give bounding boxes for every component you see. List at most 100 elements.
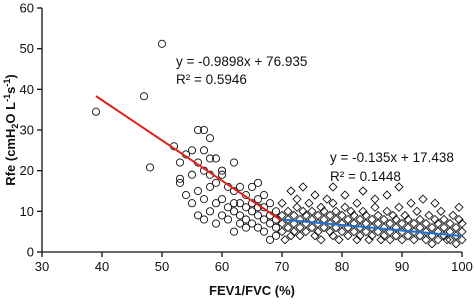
diamond-point	[319, 206, 329, 216]
y-title-part: )	[3, 74, 18, 78]
diamond-point	[307, 206, 317, 216]
diamond-point	[301, 227, 311, 237]
diamond-point	[424, 210, 434, 221]
x-tick-label: 70	[275, 259, 289, 274]
diamond-point	[394, 182, 404, 192]
diamond-point	[415, 231, 425, 241]
circle-point	[217, 195, 227, 204]
diamond-point	[370, 202, 380, 212]
fit-line	[281, 218, 463, 237]
circle-point	[187, 170, 197, 179]
circle-point	[271, 231, 281, 240]
circle-point	[211, 219, 221, 228]
diamond-point	[319, 222, 329, 233]
circle-point	[247, 182, 257, 191]
diamond-point	[382, 206, 392, 216]
diamond-point	[418, 194, 428, 204]
diamond-point	[433, 218, 443, 229]
diamond-point	[316, 202, 326, 212]
diamond-point	[304, 198, 314, 208]
diamond-point	[289, 227, 299, 237]
diamond-point	[451, 222, 461, 233]
circle-point	[187, 146, 197, 155]
diamond-point	[421, 235, 431, 245]
diamond-point	[331, 222, 341, 233]
fit-line	[95, 95, 283, 222]
diamond-point	[334, 235, 344, 245]
diamond-point	[355, 214, 365, 225]
y-title-sub: 2	[10, 124, 20, 129]
circle-point	[259, 191, 269, 200]
circle-point	[175, 174, 185, 183]
diamond-point	[439, 214, 449, 225]
diamond-point	[448, 210, 458, 221]
diamond-point	[286, 186, 296, 196]
diamond-point	[391, 214, 401, 225]
diamond-point	[340, 202, 350, 212]
circle-point	[211, 199, 221, 208]
diamond-point	[439, 222, 449, 233]
x-axis-title: FEV1/FVC (%)	[209, 283, 295, 298]
circle-point	[217, 211, 227, 220]
diamond-point	[367, 214, 377, 225]
circle-point	[205, 182, 215, 191]
diamond-point	[361, 227, 371, 237]
diamond-point	[382, 190, 392, 200]
circle-point	[199, 146, 209, 155]
diamond-point	[442, 235, 452, 245]
circle-point	[235, 199, 245, 208]
y-tick-label: 10	[20, 204, 34, 219]
annotation: R² = 0.1448	[330, 169, 401, 184]
diamond-point	[403, 231, 413, 241]
diamond-point	[385, 218, 395, 229]
circle-point	[145, 163, 155, 172]
diamond-point	[379, 214, 389, 225]
diamond-point	[358, 206, 368, 216]
diamond-point	[328, 231, 338, 241]
diamond-point	[397, 235, 407, 245]
x-tick-label: 30	[35, 259, 49, 274]
diamond-point	[328, 182, 338, 192]
circle-point	[265, 219, 275, 228]
circle-point	[253, 195, 263, 204]
circle-point	[253, 211, 263, 220]
diamond-point	[298, 182, 308, 192]
x-tick-label: 50	[155, 259, 169, 274]
diamond-point	[280, 235, 290, 245]
diamond-point	[409, 235, 419, 245]
x-tick-label: 40	[95, 259, 109, 274]
circle-point	[193, 211, 203, 220]
circle-point	[187, 199, 197, 208]
circle-point	[175, 178, 185, 187]
diamond-point	[358, 186, 368, 196]
y-tick-label: 20	[20, 163, 34, 178]
diamond-point	[343, 231, 353, 241]
circle-point	[229, 227, 239, 236]
diamond-point	[307, 222, 317, 233]
diamond-point	[400, 210, 410, 221]
y-title-sup: -1	[2, 94, 12, 102]
diamond-point	[373, 227, 383, 237]
diamond-point	[349, 227, 359, 237]
circle-point	[241, 203, 251, 212]
circle-point	[205, 207, 215, 216]
y-tick-label: 40	[20, 82, 34, 97]
diamond-point	[295, 231, 305, 241]
circle-point	[217, 166, 227, 175]
diamond-point	[427, 239, 437, 249]
x-tick-label: 80	[335, 259, 349, 274]
diamond-point	[397, 218, 407, 229]
y-title-part: Rfe (cmH	[3, 129, 18, 186]
diamond-point	[433, 235, 443, 245]
diamond-point	[328, 198, 338, 208]
x-tick-label: 100	[451, 259, 473, 274]
diamond-point	[325, 227, 335, 237]
circle-point	[211, 178, 221, 187]
diamond-point	[316, 235, 326, 245]
circle-point	[139, 92, 149, 101]
diamond-point	[292, 194, 302, 204]
diamond-point	[283, 222, 293, 233]
diamond-point	[349, 210, 359, 221]
circle-point	[223, 215, 233, 224]
